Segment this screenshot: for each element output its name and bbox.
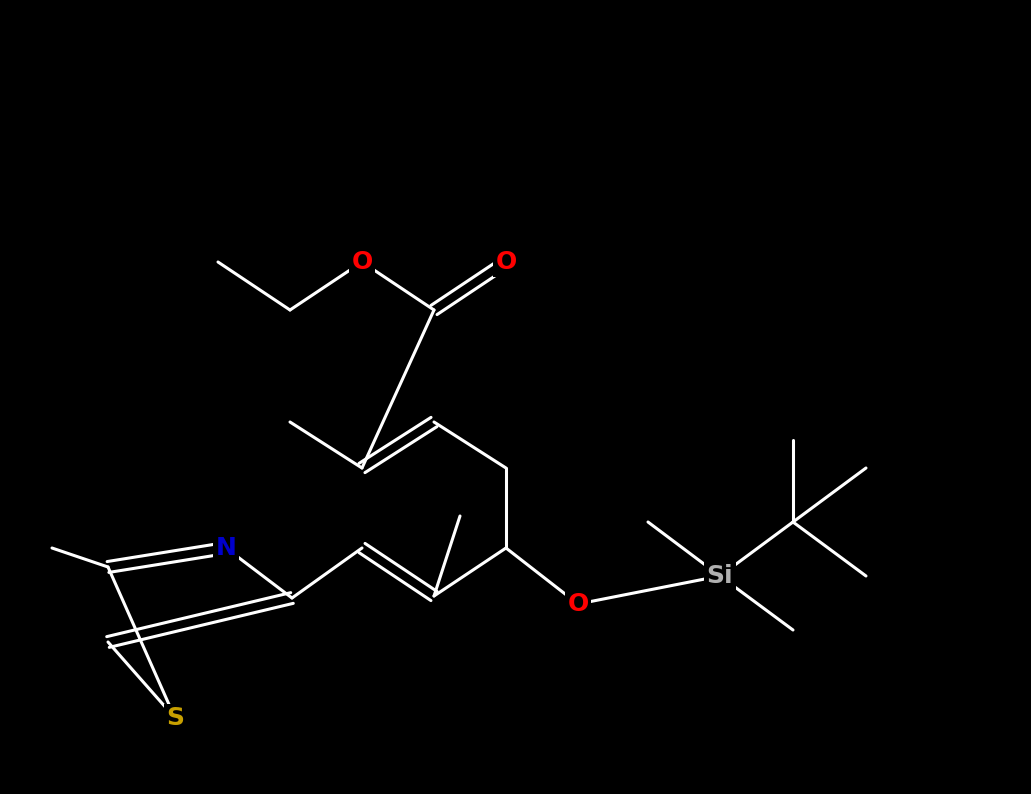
Text: O: O — [495, 250, 517, 274]
Text: S: S — [166, 706, 184, 730]
Text: O: O — [352, 250, 372, 274]
Text: Si: Si — [706, 564, 733, 588]
Text: O: O — [567, 592, 589, 616]
Text: N: N — [215, 536, 236, 560]
